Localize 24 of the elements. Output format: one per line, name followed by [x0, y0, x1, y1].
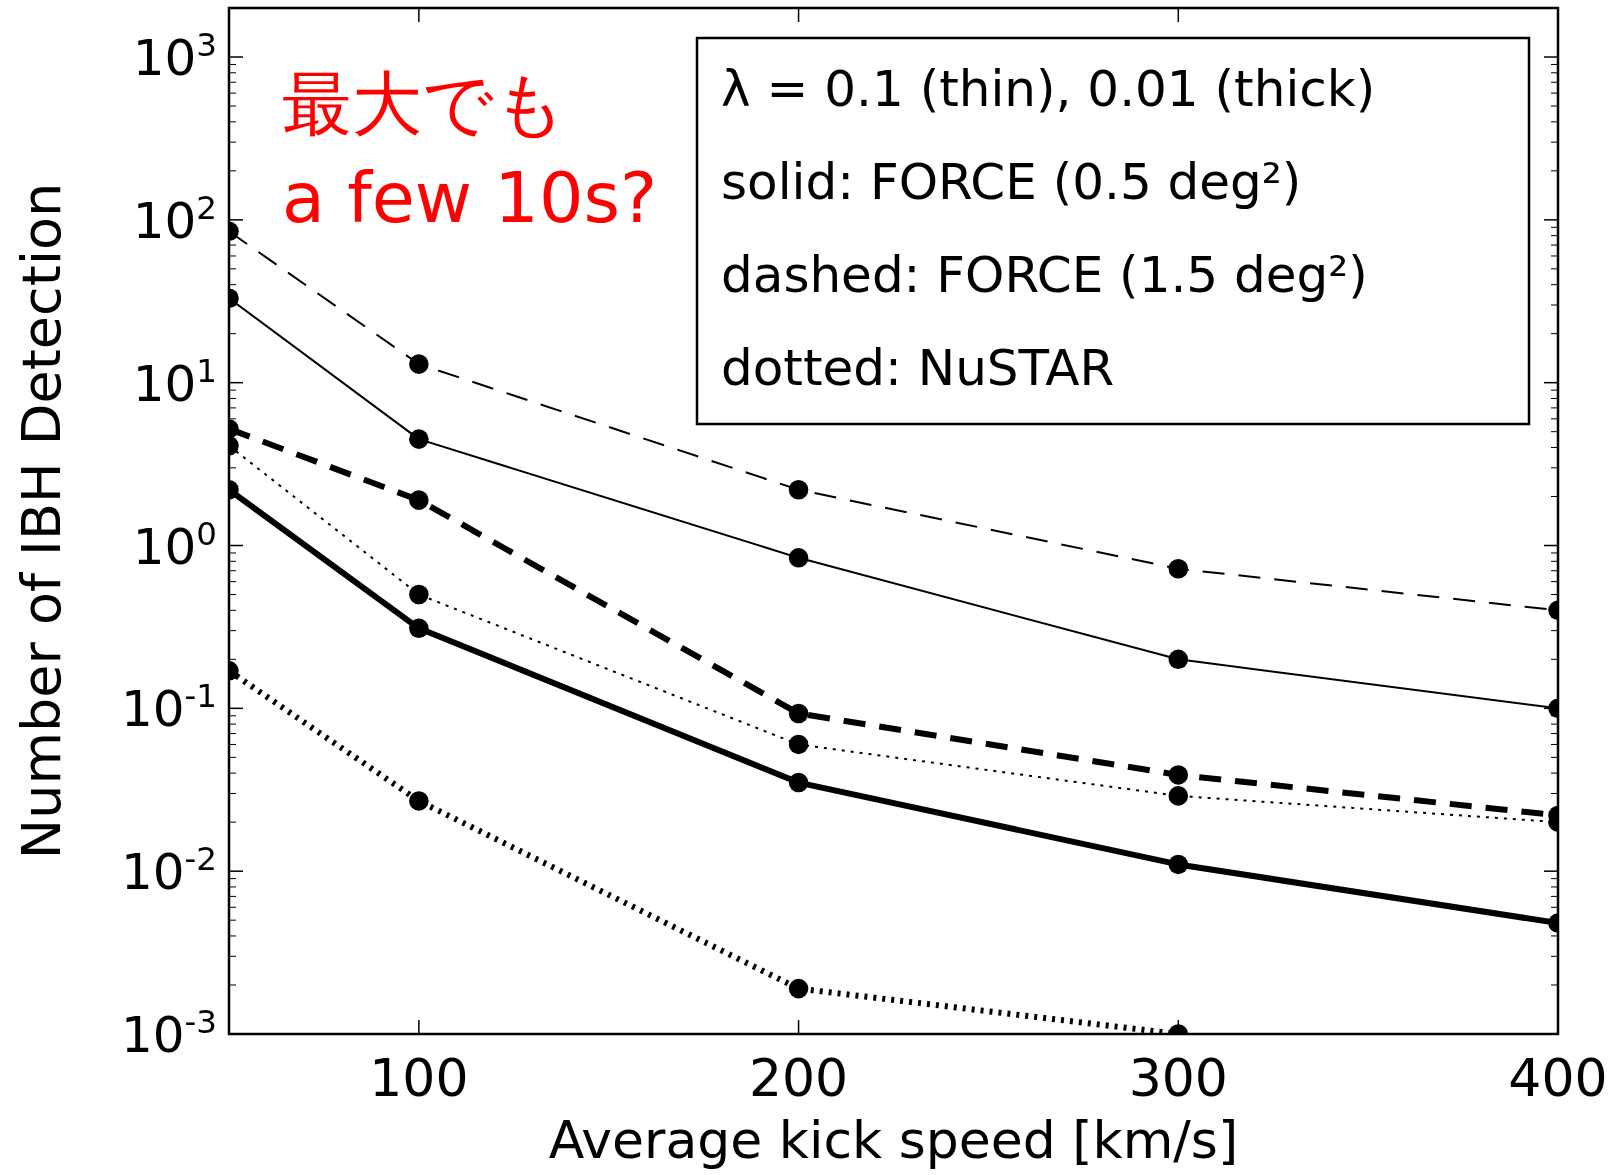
x-tick-label: 100 [369, 1048, 469, 1108]
annotation: solid: FORCE (0.5 deg²) [721, 153, 1302, 211]
x-tick-label: 300 [1128, 1048, 1228, 1108]
y-tick-label: 10$^{-1}$ [120, 677, 217, 739]
x-tick-label: 400 [1508, 1048, 1608, 1108]
y-tick-label: 10$^{-2}$ [120, 840, 217, 902]
y-tick-label: 10$^{1}$ [132, 351, 217, 413]
point [788, 734, 809, 755]
annotation: 最大でも a few 10s? [282, 63, 658, 239]
y-tick-label: 10$^{-3}$ [120, 1003, 217, 1064]
y-axis-title: Number of IBH Detection [10, 182, 73, 860]
x-axis-title: Average kick speed [km/s] [548, 1110, 1239, 1170]
point [788, 978, 809, 999]
y-tick-label: 10$^{3}$ [132, 26, 217, 88]
point [788, 703, 809, 724]
point [788, 772, 809, 793]
point [788, 480, 809, 500]
x-tick-label: 200 [748, 1048, 849, 1108]
annotation: dashed: FORCE (1.5 deg²) [721, 246, 1368, 304]
y-tick-label: 10$^{2}$ [132, 188, 217, 250]
point [788, 548, 809, 568]
annotation: dotted: NuSTAR [721, 339, 1115, 397]
annotation: λ = 0.1 (thin), 0.01 (thick) [721, 60, 1376, 118]
y-tick-label: 10$^{0}$ [132, 514, 217, 576]
